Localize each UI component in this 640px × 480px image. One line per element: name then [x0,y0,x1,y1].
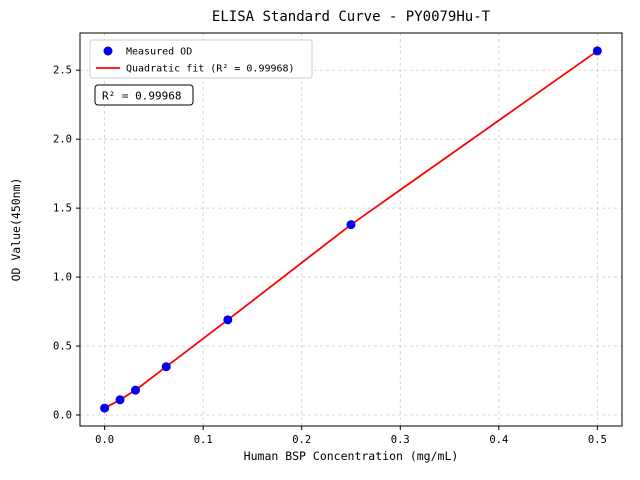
svg-text:0.1: 0.1 [194,434,213,446]
x-axis-label: Human BSP Concentration (mg/mL) [244,449,459,463]
chart-title: ELISA Standard Curve - PY0079Hu-T [212,9,491,25]
svg-text:0.0: 0.0 [53,409,72,421]
data-point [100,403,110,413]
svg-text:0.5: 0.5 [53,341,72,353]
svg-text:1.0: 1.0 [53,272,72,284]
r-squared-text: R² = 0.99968 [102,90,181,103]
y-axis-ticks: 0.0 0.5 1.0 1.5 2.0 2.5 [53,65,80,421]
measured-points [100,46,602,413]
svg-text:0.4: 0.4 [489,434,508,446]
svg-text:0.5: 0.5 [588,434,607,446]
data-point [161,362,171,372]
plot-frame [79,32,623,427]
data-point [592,46,602,56]
data-point [223,315,233,325]
data-point [130,385,140,395]
r-squared-annotation: R² = 0.99968 [94,84,194,106]
x-axis-ticks: 0.0 0.1 0.2 0.3 0.4 0.5 [95,426,607,446]
svg-text:1.5: 1.5 [53,203,72,215]
legend-box [89,39,313,79]
legend-label-measured: Measured OD [126,47,192,58]
data-point [115,395,125,405]
legend-label-fit: Quadratic fit (R² = 0.99968) [126,64,295,75]
svg-text:2.5: 2.5 [53,65,72,77]
svg-text:2.0: 2.0 [53,134,72,146]
data-point [346,220,356,230]
y-axis-label: OD Value(450nm) [9,178,23,282]
svg-text:0.0: 0.0 [95,434,114,446]
legend-marker-measured [103,46,113,56]
svg-text:0.2: 0.2 [292,434,311,446]
svg-text:0.3: 0.3 [391,434,410,446]
legend: Measured OD Quadratic fit (R² = 0.99968) [89,39,313,79]
